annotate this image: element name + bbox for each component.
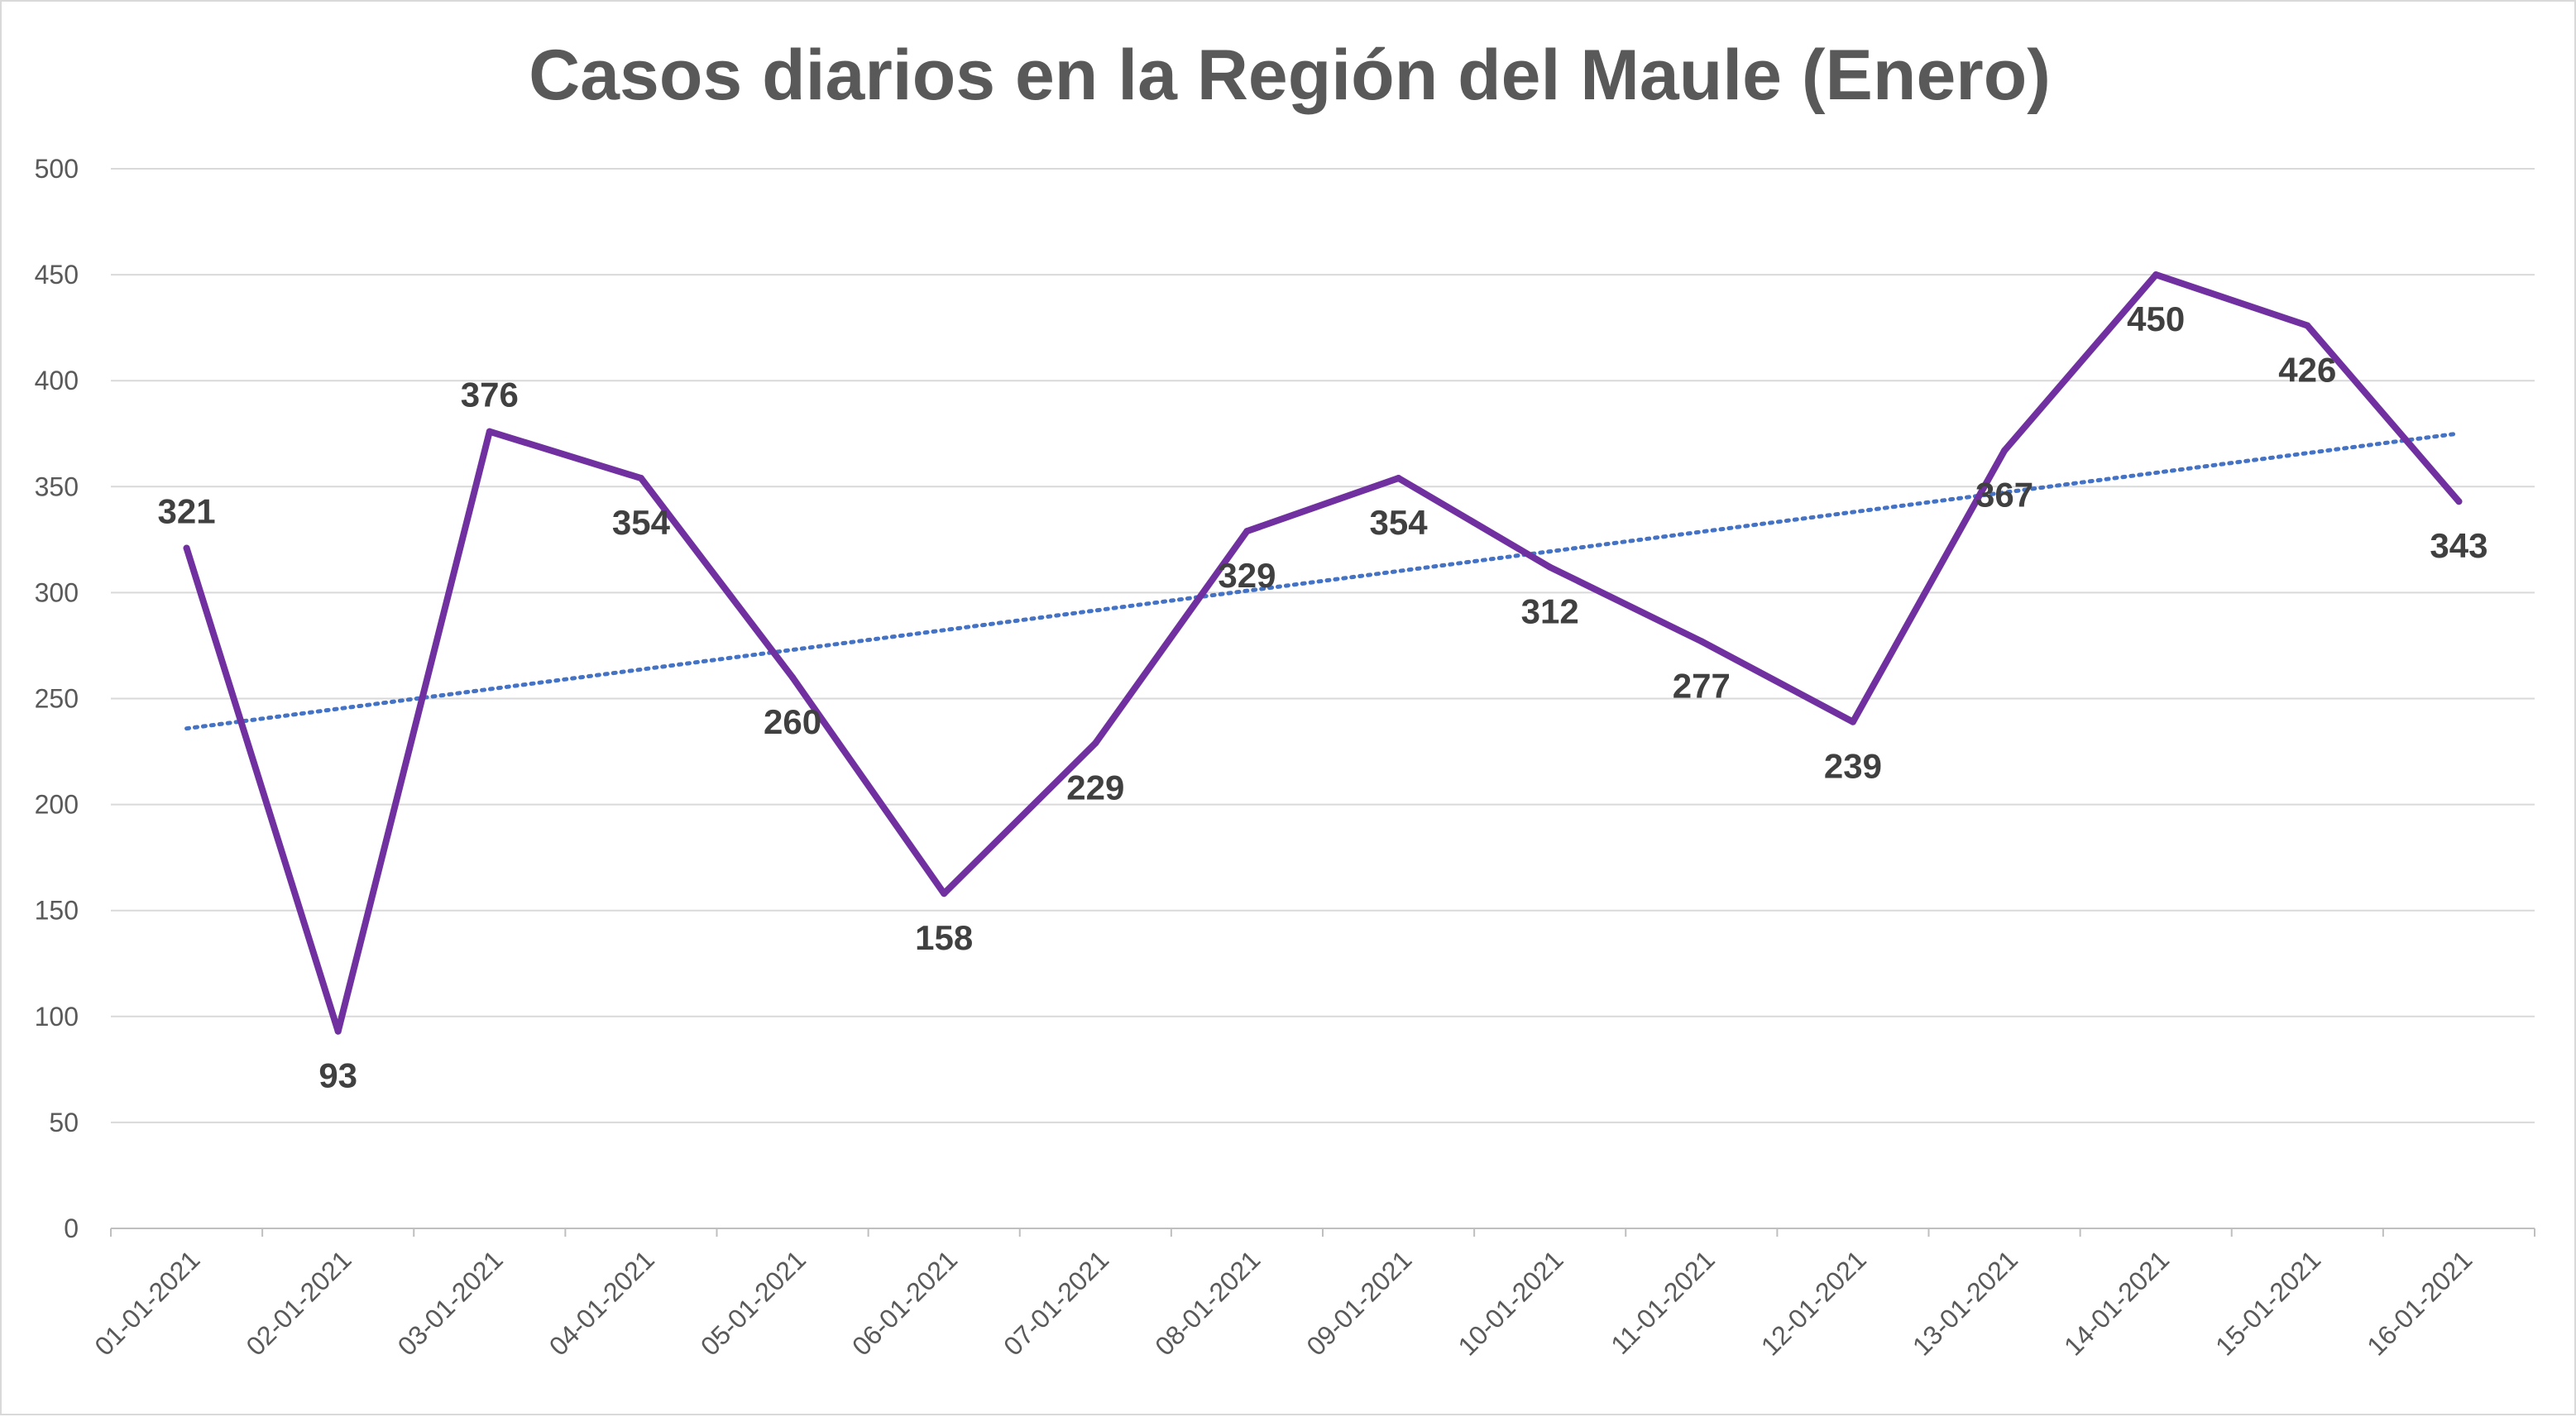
data-label: 343 bbox=[2430, 526, 2487, 565]
data-label: 260 bbox=[764, 702, 821, 741]
data-point bbox=[789, 673, 797, 681]
x-tick-label: 01-01-2021 bbox=[89, 1244, 205, 1361]
trendline bbox=[184, 431, 2461, 731]
data-point bbox=[486, 428, 493, 435]
x-tick-label: 11-01-2021 bbox=[1605, 1244, 1721, 1360]
x-tick-label: 05-01-2021 bbox=[695, 1244, 812, 1361]
x-tick-label: 12-01-2021 bbox=[1755, 1244, 1872, 1361]
y-tick-label: 300 bbox=[35, 577, 79, 607]
axes bbox=[110, 1228, 2535, 1237]
x-tick-label: 15-01-2021 bbox=[2210, 1244, 2326, 1361]
data-label: 426 bbox=[2278, 351, 2336, 390]
y-tick-label: 250 bbox=[35, 684, 79, 714]
y-tick-label: 200 bbox=[35, 790, 79, 820]
data-point bbox=[1395, 475, 1402, 482]
data-label: 354 bbox=[612, 503, 671, 542]
data-label: 277 bbox=[1673, 666, 1731, 705]
data-label: 321 bbox=[158, 492, 216, 531]
x-tick-label: 07-01-2021 bbox=[998, 1244, 1114, 1361]
data-label: 376 bbox=[461, 376, 519, 414]
x-axis-ticks: 01-01-2021 02-01-2021 03-01-2021 04-01-2021… bbox=[89, 1244, 2478, 1361]
data-point bbox=[2304, 322, 2311, 329]
x-tick-label: 16-01-2021 bbox=[2361, 1244, 2478, 1361]
data-label: 312 bbox=[1521, 592, 1579, 631]
y-tick-label: 0 bbox=[64, 1214, 79, 1243]
data-label: 329 bbox=[1218, 556, 1276, 595]
data-point bbox=[2152, 271, 2160, 279]
x-tick-label: 03-01-2021 bbox=[392, 1244, 509, 1361]
x-tick-label: 08-01-2021 bbox=[1149, 1244, 1266, 1361]
data-point bbox=[637, 475, 644, 482]
series-line bbox=[183, 271, 2463, 1035]
data-point bbox=[1092, 740, 1099, 747]
y-tick-label: 350 bbox=[35, 472, 79, 501]
data-point bbox=[941, 890, 948, 898]
data-labels: 321 93 376 354 260 158 229 329 354 312 277 239 367 45… bbox=[158, 299, 2488, 1095]
data-label: 354 bbox=[1370, 503, 1429, 542]
data-label: 229 bbox=[1066, 768, 1124, 807]
data-point bbox=[1849, 718, 1856, 725]
x-tick-label: 13-01-2021 bbox=[1907, 1244, 2023, 1361]
data-point bbox=[2455, 498, 2463, 505]
x-tick-label: 02-01-2021 bbox=[240, 1244, 357, 1361]
data-point bbox=[1546, 563, 1554, 571]
data-label: 158 bbox=[915, 918, 973, 957]
y-tick-label: 100 bbox=[35, 1002, 79, 1032]
x-tick-label: 04-01-2021 bbox=[543, 1244, 660, 1361]
data-point bbox=[2001, 447, 2009, 454]
gridlines bbox=[111, 168, 2535, 1123]
y-tick-label: 450 bbox=[35, 260, 79, 290]
x-tick-label: 06-01-2021 bbox=[846, 1244, 963, 1361]
data-point bbox=[1697, 638, 1705, 645]
data-point bbox=[183, 544, 190, 552]
x-tick-label: 09-01-2021 bbox=[1300, 1244, 1417, 1361]
trendline-layer bbox=[184, 431, 2461, 731]
data-label: 367 bbox=[1975, 476, 2033, 515]
y-axis-ticks: 0 50 100 150 200 250 300 350 400 450 500 bbox=[35, 154, 79, 1243]
data-label: 450 bbox=[2127, 299, 2185, 338]
x-tick-label: 10-01-2021 bbox=[1452, 1244, 1568, 1361]
y-tick-label: 500 bbox=[35, 154, 79, 184]
x-tick-label: 14-01-2021 bbox=[2058, 1244, 2175, 1361]
data-point bbox=[1243, 528, 1251, 535]
data-point bbox=[334, 1027, 342, 1035]
y-tick-label: 150 bbox=[35, 896, 79, 926]
data-label: 239 bbox=[1824, 747, 1882, 786]
chart-title: Casos diarios en la Región del Maule (En… bbox=[529, 36, 2051, 115]
y-tick-label: 400 bbox=[35, 366, 79, 395]
y-tick-label: 50 bbox=[49, 1108, 79, 1137]
data-label: 93 bbox=[318, 1056, 357, 1095]
series-layer bbox=[183, 271, 2463, 1035]
